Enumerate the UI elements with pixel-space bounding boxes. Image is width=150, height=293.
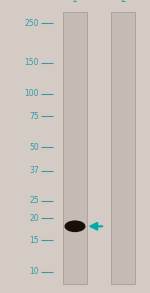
Bar — [63, 12, 87, 284]
Text: 37: 37 — [29, 166, 39, 175]
Text: 25: 25 — [29, 196, 39, 205]
Bar — [111, 12, 135, 284]
Ellipse shape — [64, 220, 86, 232]
Text: 1: 1 — [72, 0, 78, 4]
Text: 20: 20 — [29, 214, 39, 223]
Text: 10: 10 — [29, 267, 39, 276]
Text: 75: 75 — [29, 112, 39, 121]
Text: 50: 50 — [29, 143, 39, 152]
Text: 100: 100 — [24, 89, 39, 98]
Text: 250: 250 — [24, 19, 39, 28]
Text: 15: 15 — [29, 236, 39, 245]
Text: 2: 2 — [120, 0, 126, 4]
Text: 150: 150 — [24, 58, 39, 67]
